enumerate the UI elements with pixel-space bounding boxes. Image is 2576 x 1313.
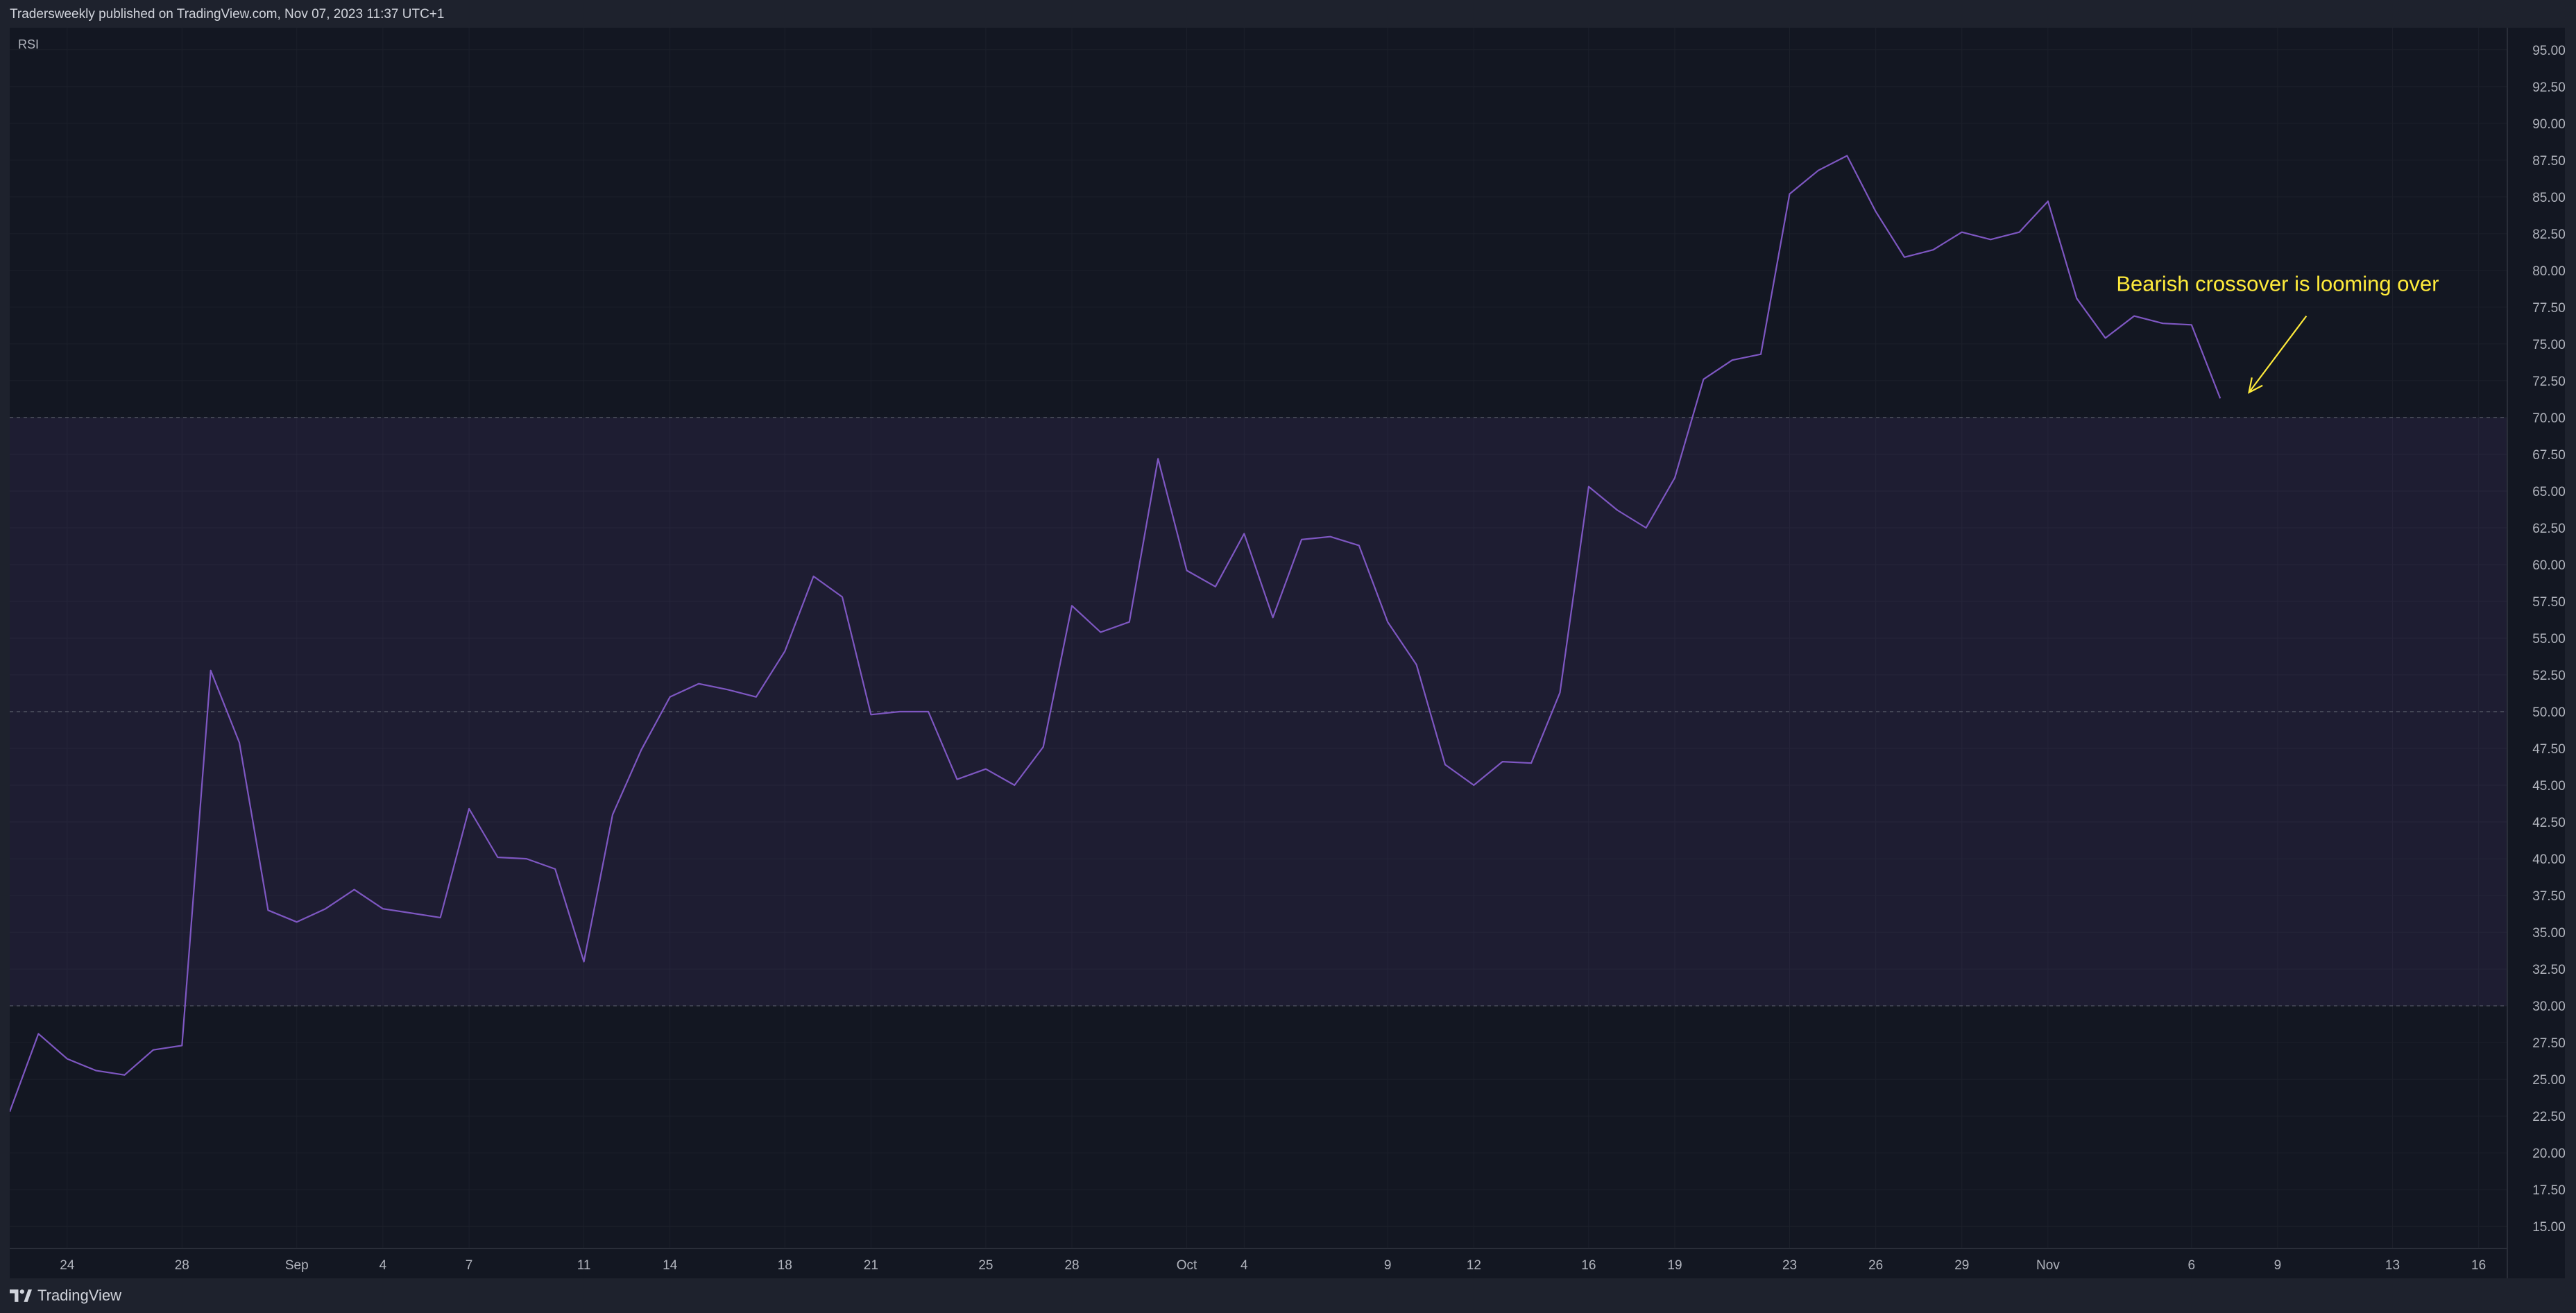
x-tick-label: 21 <box>864 1258 878 1273</box>
y-tick-label: 47.50 <box>2532 742 2565 757</box>
y-tick-label: 22.50 <box>2532 1110 2565 1124</box>
x-tick-label: 19 <box>1667 1258 1682 1273</box>
y-tick-label: 70.00 <box>2532 411 2565 426</box>
x-tick-label: 25 <box>978 1258 993 1273</box>
x-tick-label: 13 <box>2385 1258 2400 1273</box>
x-tick-label: 6 <box>2188 1258 2196 1273</box>
y-tick-label: 32.50 <box>2532 963 2565 977</box>
y-tick-label: 45.00 <box>2532 779 2565 793</box>
y-tick-label: 52.50 <box>2532 669 2565 683</box>
x-tick-label: 24 <box>60 1258 75 1273</box>
rsi-chart[interactable]: 95.00 92.50 90.00 87.50 85.00 82.50 80.00 77.50… <box>10 28 2565 1278</box>
y-tick-label: 65.00 <box>2532 485 2565 499</box>
y-tick-label: 40.00 <box>2532 852 2565 867</box>
x-tick-label: 4 <box>1240 1258 1248 1273</box>
y-tick-label: 92.50 <box>2532 80 2565 95</box>
y-tick-label: 57.50 <box>2532 595 2565 610</box>
indicator-label: RSI <box>18 37 39 51</box>
x-tick-label: 4 <box>379 1258 387 1273</box>
x-tick-label: Nov <box>2036 1258 2060 1273</box>
y-tick-label: 95.00 <box>2532 44 2565 58</box>
chart-background <box>10 28 2565 1278</box>
y-tick-label: 30.00 <box>2532 999 2565 1014</box>
x-tick-label: 9 <box>1384 1258 1392 1273</box>
tradingview-logo-icon <box>10 1289 32 1302</box>
y-tick-label: 77.50 <box>2532 301 2565 316</box>
chart-area[interactable]: 95.00 92.50 90.00 87.50 85.00 82.50 80.00 77.50… <box>10 28 2565 1278</box>
y-tick-label: 72.50 <box>2532 375 2565 389</box>
x-tick-label: 12 <box>1467 1258 1481 1273</box>
x-tick-label: Sep <box>285 1258 309 1273</box>
y-tick-label: 82.50 <box>2532 228 2565 242</box>
x-tick-label: 18 <box>778 1258 792 1273</box>
y-tick-label: 27.50 <box>2532 1036 2565 1051</box>
y-tick-label: 90.00 <box>2532 117 2565 132</box>
x-tick-label: 16 <box>2471 1258 2486 1273</box>
x-tick-label: 29 <box>1954 1258 1969 1273</box>
tradingview-brand: TradingView <box>37 1287 122 1304</box>
tradingview-logo[interactable]: TradingView <box>10 1287 121 1304</box>
y-tick-label: 62.50 <box>2532 522 2565 536</box>
annotation-text: Bearish crossover is looming over <box>2116 272 2439 296</box>
y-tick-label: 37.50 <box>2532 889 2565 904</box>
x-tick-label: Oct <box>1177 1258 1197 1273</box>
y-tick-label: 75.00 <box>2532 338 2565 352</box>
footer: TradingView <box>0 1278 2576 1313</box>
x-tick-label: 11 <box>577 1258 591 1273</box>
annotation-arrow-head <box>2248 377 2263 394</box>
y-tick-label: 35.00 <box>2532 926 2565 941</box>
y-tick-label: 50.00 <box>2532 705 2565 720</box>
y-tick-label: 42.50 <box>2532 816 2565 830</box>
y-tick-label: 60.00 <box>2532 558 2565 573</box>
x-tick-label: 16 <box>1581 1258 1596 1273</box>
y-tick-label: 85.00 <box>2532 191 2565 205</box>
publish-info: Tradersweekly published on TradingView.c… <box>10 7 445 22</box>
y-tick-label: 17.50 <box>2532 1183 2565 1198</box>
x-tick-label: 14 <box>663 1258 678 1273</box>
x-tick-label: 9 <box>2274 1258 2282 1273</box>
y-tick-label: 67.50 <box>2532 448 2565 463</box>
x-tick-label: 7 <box>466 1258 473 1273</box>
y-tick-label: 15.00 <box>2532 1220 2565 1235</box>
publish-header: Tradersweekly published on TradingView.c… <box>0 0 2576 28</box>
y-tick-label: 25.00 <box>2532 1073 2565 1088</box>
y-tick-label: 87.50 <box>2532 154 2565 169</box>
y-tick-label: 55.00 <box>2532 632 2565 646</box>
rsi-line <box>10 155 2221 1113</box>
annotation-arrow-shaft <box>2248 315 2308 393</box>
y-tick-label: 80.00 <box>2532 264 2565 279</box>
x-tick-label: 26 <box>1868 1258 1883 1273</box>
x-tick-label: 28 <box>1064 1258 1079 1273</box>
x-tick-label: 28 <box>175 1258 189 1273</box>
y-tick-label: 20.00 <box>2532 1147 2565 1161</box>
x-tick-label: 23 <box>1782 1258 1797 1273</box>
